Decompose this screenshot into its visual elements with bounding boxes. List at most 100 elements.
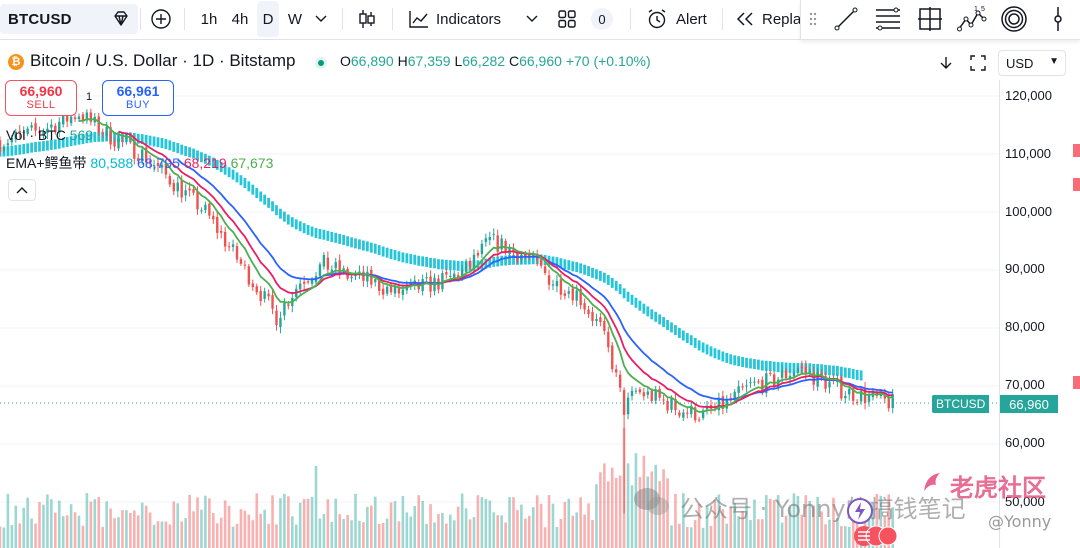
flash-icon[interactable] <box>846 497 874 529</box>
ribbon-segment <box>22 144 26 155</box>
counter-badge[interactable]: 0 <box>590 0 614 38</box>
ribbon-segment <box>456 260 460 271</box>
timeframe-dropdown-chevron-icon[interactable] <box>310 0 332 38</box>
templates-grid-icon[interactable] <box>552 0 582 38</box>
price-range-icon[interactable] <box>1041 0 1075 38</box>
ribbon-segment <box>642 303 646 314</box>
candle-body <box>567 291 570 294</box>
buy-button[interactable]: 66,961 BUY <box>102 80 174 116</box>
ribbon-segment <box>172 141 176 152</box>
alert-button[interactable]: Alert <box>676 10 707 28</box>
currency-select[interactable]: USD ▼ <box>998 50 1066 76</box>
ribbon-segment <box>713 348 717 359</box>
volume-bar <box>188 494 191 548</box>
symbol-description[interactable]: Bitcoin / U.S. Dollar · 1D · Bitstamp <box>30 51 296 70</box>
volume-bar <box>496 515 499 548</box>
diamond-icon[interactable] <box>106 0 136 38</box>
ribbon-segment <box>34 142 37 153</box>
ribbon-segment <box>259 191 263 202</box>
price-label: 100,000 <box>1005 204 1052 219</box>
alert-marker[interactable] <box>1073 376 1080 389</box>
indicators-dropdown-chevron-icon[interactable] <box>522 0 542 38</box>
indicators-button[interactable]: Indicators <box>436 10 502 28</box>
candles-chart-type-icon[interactable] <box>352 0 382 38</box>
volume-bar <box>757 519 760 548</box>
market-status-icon[interactable] <box>315 57 327 69</box>
compare-add-icon[interactable] <box>146 0 176 38</box>
volume-bar <box>504 522 507 548</box>
fullscreen-icon[interactable] <box>966 51 990 75</box>
candle-body <box>73 117 77 120</box>
volume-bar <box>832 497 835 548</box>
candle-body <box>638 389 642 393</box>
volume-bar <box>666 478 669 548</box>
volume-bars <box>0 428 894 548</box>
alert-marker[interactable] <box>1073 178 1080 191</box>
alert-marker[interactable] <box>1073 144 1080 157</box>
fib-spiral-icon[interactable] <box>997 0 1031 38</box>
timeframe-d[interactable]: D <box>257 1 279 37</box>
symbol-search[interactable] <box>0 4 138 34</box>
timeframe-4h[interactable]: 4h <box>231 10 249 28</box>
trend-line-icon[interactable] <box>829 0 863 38</box>
volume-bar <box>200 509 203 548</box>
symbol-name[interactable]: BTCUSD <box>8 10 72 28</box>
svg-text:5: 5 <box>981 6 985 13</box>
price-label: 50,000 <box>1005 494 1045 509</box>
ribbon-segment <box>10 145 14 156</box>
candle-body <box>223 231 227 247</box>
ema-indicator-legend[interactable]: EMA+鳄鱼带 80,588 68,795 68,219 67,673 <box>6 155 274 171</box>
volume-bar <box>140 502 144 548</box>
ribbon-segment <box>223 164 227 175</box>
ribbon-segment <box>741 357 744 368</box>
price-scale[interactable] <box>999 80 1080 548</box>
volume-bar <box>788 507 792 548</box>
ribbon-segment <box>480 259 484 270</box>
candle-body <box>536 255 539 261</box>
volume-bar <box>610 467 614 548</box>
candle-body <box>859 390 863 402</box>
ribbon-segment <box>397 251 401 262</box>
ribbon-segment <box>302 223 306 234</box>
ribbon-segment <box>38 141 41 152</box>
alarm-clock-icon[interactable] <box>642 0 672 38</box>
scroll-down-arrow-icon[interactable] <box>934 51 958 75</box>
candle-body <box>188 188 191 191</box>
drag-handle-icon[interactable] <box>805 0 821 38</box>
candle-body <box>168 176 172 185</box>
volume-bar <box>310 496 314 548</box>
fib-retracement-icon[interactable] <box>871 0 905 38</box>
ribbon-segment <box>689 335 693 346</box>
ribbon-segment <box>832 365 835 376</box>
timeframe-1h[interactable]: 1h <box>200 10 218 28</box>
volume-bar <box>105 501 108 548</box>
volume-bar <box>729 506 733 548</box>
volume-bar <box>725 523 729 548</box>
candle-body <box>137 158 140 162</box>
pitchfork-frame-icon[interactable] <box>913 0 947 38</box>
volume-bar <box>468 519 472 548</box>
ribbon-segment <box>148 135 152 146</box>
indicators-icon[interactable] <box>404 0 434 38</box>
ribbon-segment <box>409 254 413 265</box>
volume-bar <box>567 498 571 548</box>
candle-body <box>792 372 796 377</box>
replay-rewind-icon[interactable] <box>732 0 758 38</box>
volume-bar <box>524 518 527 548</box>
ribbon-segment <box>6 146 10 157</box>
volume-bar <box>618 475 622 548</box>
candle-body <box>844 395 847 399</box>
volume-indicator-legend[interactable]: Vol · BTC 569 <box>6 127 94 143</box>
ribbon-segment <box>310 226 314 237</box>
candle-body <box>46 128 49 134</box>
ribbon-segment <box>824 364 827 375</box>
events-flags-icon[interactable] <box>852 524 898 548</box>
collapse-legend-chevron-up-icon[interactable] <box>8 179 36 201</box>
replay-button[interactable]: Repla <box>762 10 802 28</box>
timeframe-w[interactable]: W <box>287 10 303 28</box>
sell-button[interactable]: 66,960 SELL <box>5 80 77 116</box>
ribbon-segment <box>204 153 207 164</box>
candle-body <box>784 370 788 378</box>
